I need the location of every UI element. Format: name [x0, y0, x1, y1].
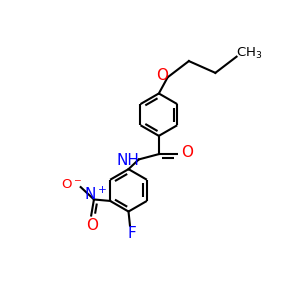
Text: NH: NH	[116, 152, 139, 167]
Text: O: O	[86, 218, 98, 233]
Text: N$^+$: N$^+$	[84, 185, 107, 203]
Text: CH$_3$: CH$_3$	[236, 46, 262, 61]
Text: O: O	[156, 68, 168, 83]
Text: F: F	[127, 226, 136, 242]
Text: O$^-$: O$^-$	[61, 178, 82, 191]
Text: O: O	[181, 145, 193, 160]
